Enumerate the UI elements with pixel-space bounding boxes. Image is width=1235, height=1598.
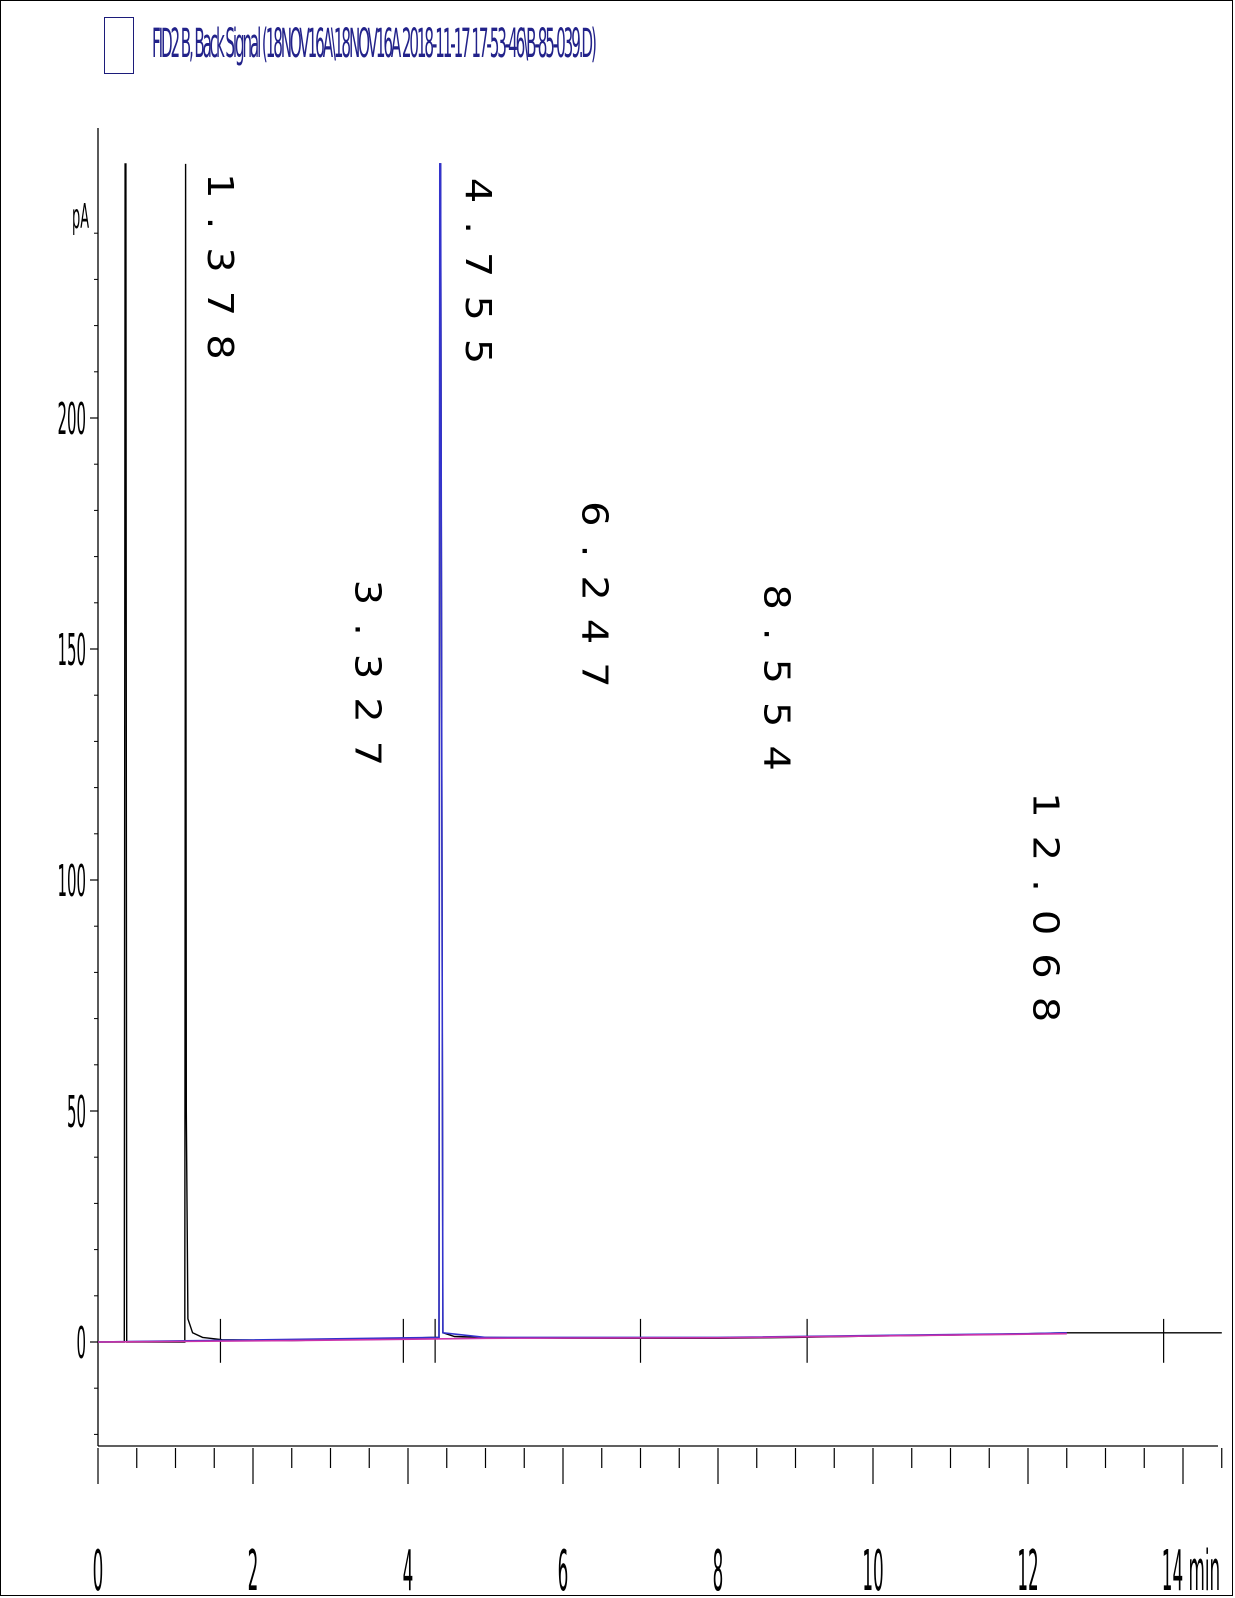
y-tick-label: 0: [76, 1316, 86, 1368]
peak-retention-label: 3.327: [347, 580, 389, 785]
x-tick-label: 6: [558, 1539, 569, 1598]
x-tick-label: 4: [403, 1539, 414, 1598]
peak-retention-label: 4.755: [458, 178, 500, 383]
peak-retention-label: 12.068: [1025, 792, 1067, 1040]
peak-retention-label: 6.247: [574, 501, 616, 706]
x-tick-label: 10: [862, 1539, 883, 1598]
signal-trace-1: [97, 163, 1067, 1343]
x-tick-label: 2: [248, 1539, 259, 1598]
signal-legend-swatch[interactable]: [104, 17, 134, 74]
x-tick-label: 12: [1017, 1539, 1038, 1598]
y-tick-label: 200: [57, 392, 86, 444]
x-tick-label: 8: [713, 1539, 724, 1598]
x-tick-label: 14 min: [1162, 1539, 1220, 1598]
y-axis-label: pA: [72, 198, 89, 238]
y-tick-label: 50: [67, 1085, 86, 1137]
peak-retention-label: 8.554: [756, 584, 798, 789]
y-tick-label: 100: [57, 854, 86, 906]
signal-trace-0: [98, 163, 1222, 1343]
y-tick-label: 150: [57, 623, 86, 675]
chart-title: FID2 B, Back Signal (18NOV16A\18NOV16A 2…: [152, 21, 597, 67]
peak-retention-label: 1.378: [200, 173, 242, 378]
signal-trace-2: [97, 1332, 1067, 1343]
x-tick-label: 0: [93, 1539, 104, 1598]
